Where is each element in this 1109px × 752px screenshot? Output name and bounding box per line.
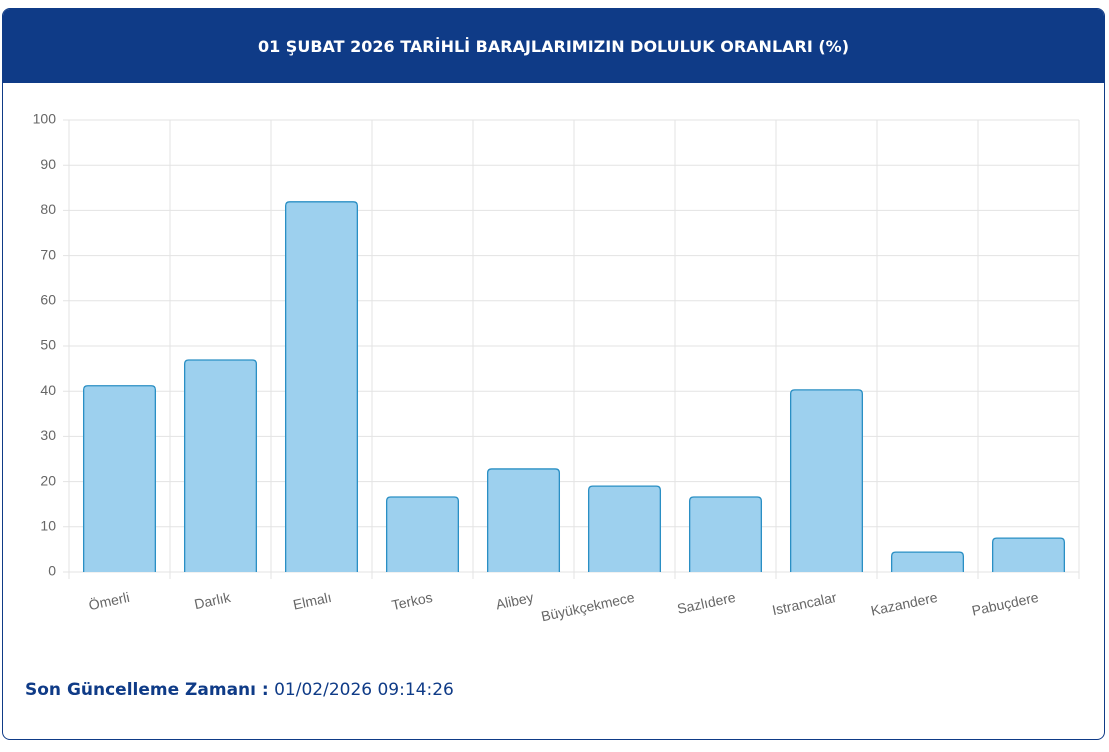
y-tick-label: 100 [33, 111, 57, 127]
chart-title: 01 ŞUBAT 2026 TARİHLİ BARAJLARIMIZIN DOL… [257, 36, 850, 56]
x-tick-label: Pabuçdere [970, 589, 1040, 619]
bar [385, 496, 460, 572]
y-tick-label: 60 [40, 292, 56, 308]
x-tick-label: Darlık [193, 589, 233, 612]
y-tick-label: 40 [40, 382, 56, 398]
y-tick-label: 10 [40, 518, 56, 534]
x-tick-label: Terkos [390, 589, 434, 613]
bar [82, 385, 157, 572]
x-tick-label: Alibey [494, 589, 535, 613]
bar [587, 485, 662, 572]
bar [991, 537, 1065, 572]
y-tick-label: 70 [40, 246, 56, 262]
bar [486, 468, 561, 572]
footer-value: 01/02/2026 09:14:26 [274, 680, 454, 700]
x-tick-label: Ömerli [87, 588, 131, 613]
y-tick-label: 20 [40, 472, 56, 488]
footer: Son Güncelleme Zamanı : 01/02/2026 09:14… [25, 680, 454, 700]
x-tick-label: Kazandere [869, 589, 939, 619]
header: 01 ŞUBAT 2026 TARİHLİ BARAJLARIMIZIN DOL… [3, 9, 1104, 83]
footer-label: Son Güncelleme Zamanı : [25, 680, 269, 700]
y-tick-label: 90 [40, 156, 56, 172]
y-tick-label: 30 [40, 427, 56, 443]
card: 01 ŞUBAT 2026 TARİHLİ BARAJLARIMIZIN DOL… [2, 8, 1105, 740]
x-tick-label: Büyükçekmece [540, 589, 636, 624]
x-tick-label: Elmalı [292, 589, 333, 613]
bar [890, 551, 965, 572]
y-tick-label: 50 [40, 337, 56, 353]
bar [789, 389, 864, 572]
y-tick-label: 80 [40, 201, 56, 217]
bar [284, 201, 359, 572]
y-tick-label: 0 [48, 563, 56, 579]
x-tick-label: Istrancalar [771, 589, 839, 618]
bar [183, 359, 258, 572]
bar [688, 496, 763, 572]
x-tick-label: Sazlıdere [676, 589, 737, 617]
